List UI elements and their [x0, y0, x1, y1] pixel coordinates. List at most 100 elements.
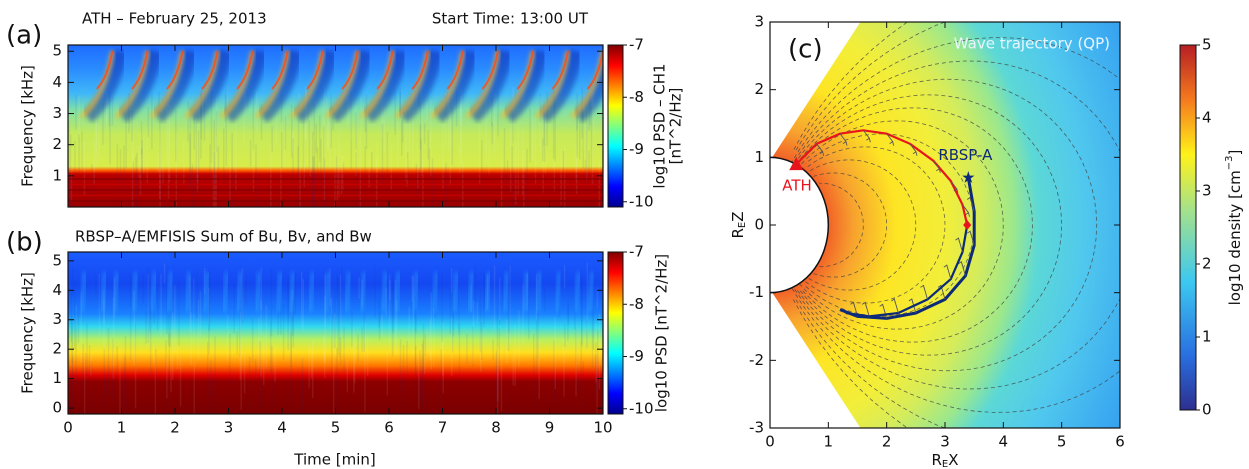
spectrogram-texture	[427, 129, 430, 160]
spectrogram-texture	[450, 267, 453, 293]
wave-shadow	[538, 49, 583, 123]
spectrogram-texture	[560, 148, 562, 206]
field-line	[805, 146, 946, 304]
y-axis-label: REZ	[729, 211, 749, 238]
spectrogram-texture	[390, 145, 393, 190]
spectrogram-texture	[83, 354, 86, 414]
spectrogram-texture	[333, 312, 336, 357]
spectrogram-texture	[527, 270, 530, 340]
spectrogram-texture	[497, 91, 499, 137]
spectrogram-texture	[83, 141, 86, 196]
spectrogram-texture	[408, 100, 411, 160]
spectrogram-texture	[260, 299, 262, 377]
spectrogram-texture	[166, 103, 168, 164]
y-tick-label: -3	[749, 419, 764, 437]
spectrogram-texture	[178, 283, 180, 346]
spectrogram-texture	[312, 131, 314, 205]
rising-tone-core	[236, 50, 254, 90]
colorbar-tick-label: 3	[1202, 182, 1212, 200]
field-line	[791, 37, 1120, 413]
spectrogram-texture	[411, 275, 413, 302]
wave-arrow	[966, 230, 975, 246]
spectrogram-texture	[142, 273, 145, 304]
field-line	[819, 182, 864, 268]
spectrogram-texture	[88, 345, 91, 377]
spectrogram-texture	[210, 85, 213, 163]
spectrogram-texture	[215, 135, 217, 207]
spectrogram-texture	[225, 86, 228, 167]
spectrogram-texture	[539, 96, 541, 153]
spectrogram-texture	[404, 146, 407, 182]
spectrogram-texture	[518, 310, 520, 367]
spectrogram-texture	[323, 130, 326, 200]
spectral-streak	[165, 271, 175, 313]
spectrogram-texture	[346, 360, 349, 393]
spectrogram-texture	[554, 96, 556, 162]
spectrogram-texture	[226, 85, 228, 118]
spectrogram-texture	[112, 297, 115, 366]
spectrogram-texture	[259, 340, 261, 407]
spectrogram-texture	[459, 103, 462, 153]
spectrogram-texture	[147, 107, 149, 138]
spectrogram-texture	[351, 310, 353, 347]
spectrogram-texture	[256, 91, 258, 133]
spectrogram-texture	[483, 271, 486, 308]
spectrogram-texture	[158, 91, 160, 114]
y-axis-label-part: Z	[729, 211, 747, 221]
spectrogram-texture	[109, 91, 111, 165]
spectrogram-texture	[340, 149, 343, 194]
colorbar-label: log10 density [cm−3]	[1224, 150, 1244, 306]
y-tick-label: -1	[749, 283, 764, 301]
spectrogram-texture	[451, 288, 454, 353]
spectral-streak	[306, 271, 316, 313]
spectrogram-texture	[331, 313, 333, 387]
spectral-streak	[572, 271, 582, 313]
spectrogram-texture	[241, 268, 244, 320]
spectrogram-texture	[315, 123, 318, 154]
spectrogram-texture	[169, 287, 171, 347]
x-axis-label-part: R	[931, 451, 941, 469]
spectrogram-texture	[86, 323, 88, 376]
spectrogram-texture	[71, 265, 74, 298]
spectrogram-texture	[460, 95, 462, 126]
spectrogram-texture	[241, 274, 244, 324]
spectrogram-texture	[203, 92, 206, 141]
spectrogram-texture	[423, 123, 426, 144]
spectrogram-texture	[405, 108, 407, 152]
spectrogram-texture	[330, 94, 332, 148]
spectrogram-texture	[254, 359, 257, 381]
spectrogram-texture	[309, 112, 312, 177]
spectrogram-texture	[421, 103, 423, 176]
spectrogram-texture	[156, 284, 159, 331]
colorbar-tick-label: 5	[1202, 36, 1212, 54]
spectrogram-texture	[449, 288, 451, 335]
spectrogram-texture	[553, 340, 555, 403]
colorbar-label: [nT^2/Hz]	[667, 88, 685, 165]
spectrogram-texture	[82, 343, 84, 393]
x-tick-label: 5	[1057, 433, 1067, 451]
x-tick-label: 4	[999, 433, 1009, 451]
spectrogram-texture	[112, 341, 115, 379]
spectrogram-texture	[391, 283, 394, 357]
spectrogram-texture	[339, 337, 342, 366]
spectrogram-texture	[187, 100, 189, 142]
spectrogram-texture	[363, 295, 366, 353]
spectrogram-texture	[336, 347, 338, 414]
density-map	[770, 22, 1120, 428]
spectrogram-texture	[422, 339, 425, 408]
spectrogram-texture	[78, 134, 80, 173]
annotation: Start Time: 13:00 UT	[432, 10, 589, 28]
spectrogram-texture	[430, 99, 432, 176]
spectrogram-texture	[159, 145, 161, 207]
spectrogram-texture	[485, 101, 487, 163]
spectrogram-texture	[291, 104, 293, 158]
spectrogram-texture	[213, 152, 216, 184]
spectrogram-texture	[599, 343, 602, 365]
spectrogram-texture	[584, 159, 587, 207]
spectrogram-texture	[591, 309, 594, 368]
wave-shadow	[293, 49, 338, 123]
spectral-streak	[287, 271, 297, 313]
spectrogram-texture	[458, 296, 460, 335]
field-line	[798, 120, 1004, 330]
colorbar-tick-label: -9	[629, 347, 644, 365]
